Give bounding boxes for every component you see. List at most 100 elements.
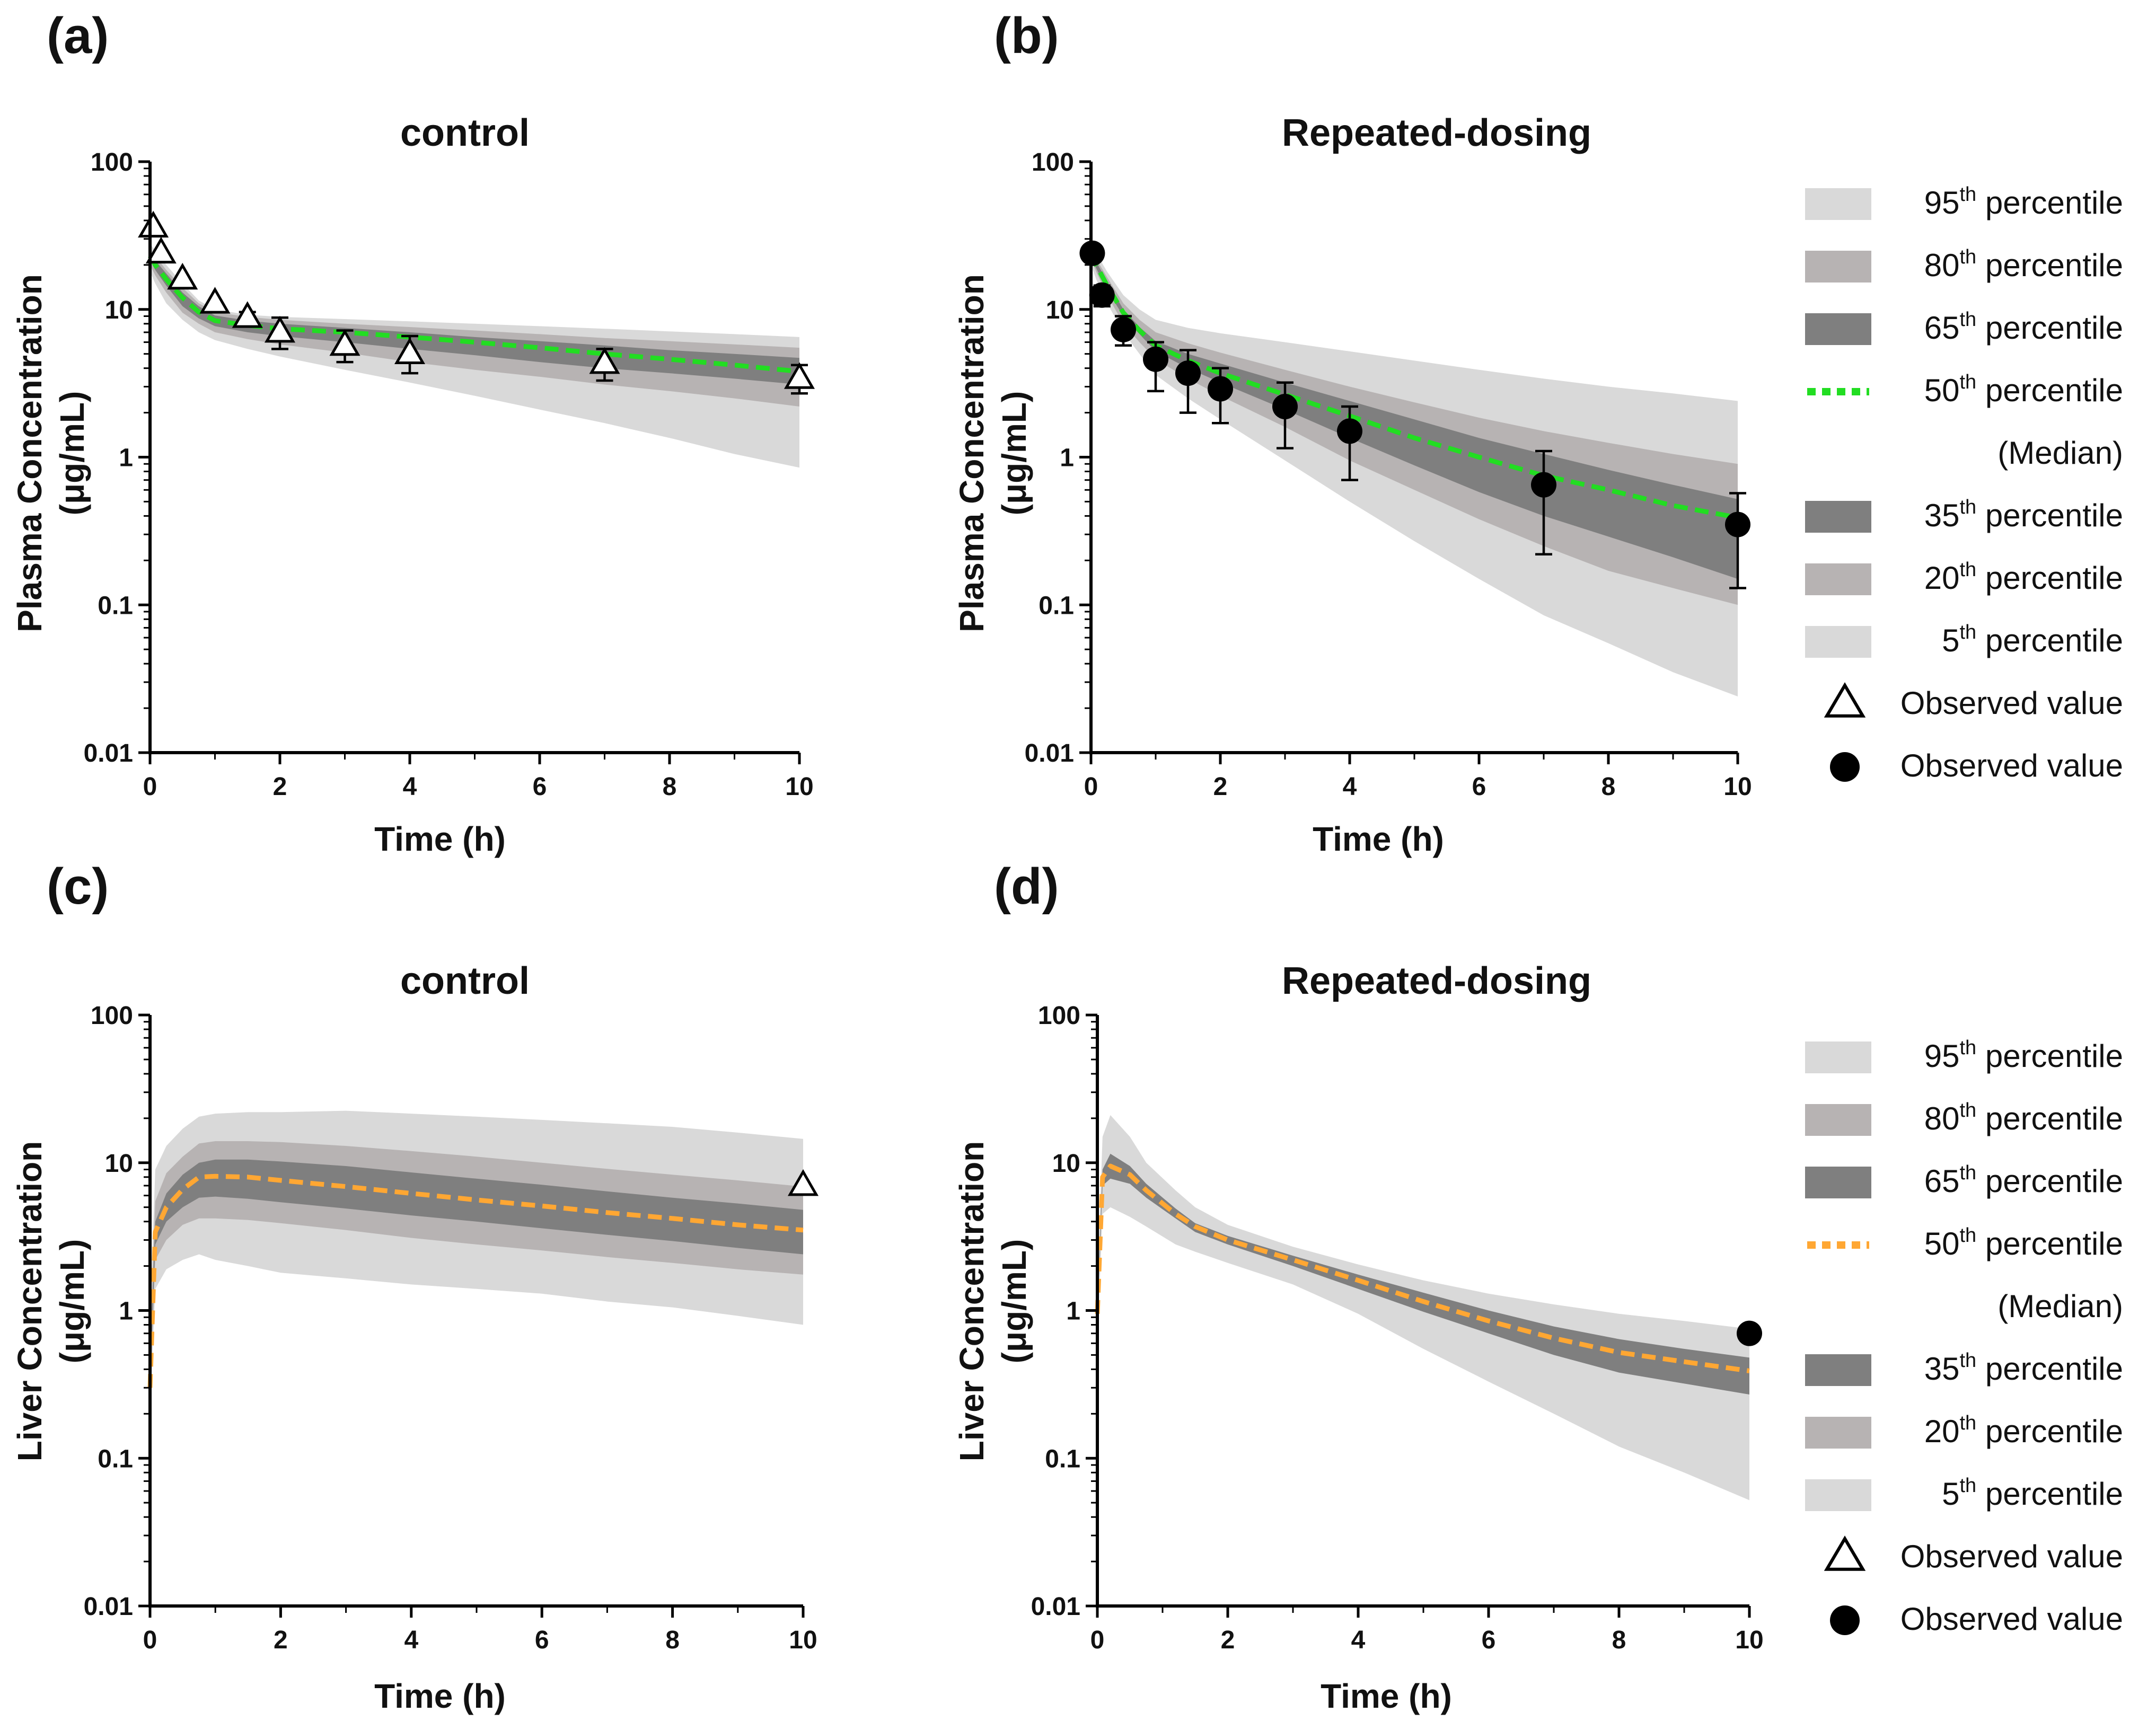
legend-item-label: 20th percentile xyxy=(1924,1412,2123,1449)
legend-text: percentile xyxy=(1976,1226,2123,1261)
legend-suffix: th xyxy=(1959,371,1976,393)
legend-percent: 35 xyxy=(1924,498,1960,533)
legend-circle-icon xyxy=(1830,1605,1860,1635)
legend-item-label: 80th percentile xyxy=(1924,246,2123,283)
y-tick-label: 1 xyxy=(1060,444,1074,472)
legend-percent: 95 xyxy=(1924,185,1960,220)
x-tick-label: 8 xyxy=(665,1626,680,1654)
x-axis-label: Time (h) xyxy=(1321,1677,1452,1715)
legend-suffix: th xyxy=(1959,1162,1976,1184)
legend-suffix: th xyxy=(1959,621,1976,643)
y-axis-unit: (μg/mL) xyxy=(995,391,1033,516)
x-axis-label: Time (h) xyxy=(374,1677,506,1715)
y-tick-label: 100 xyxy=(91,1002,133,1030)
legend-item-label: Observed value xyxy=(1900,685,2123,721)
legend-text: percentile xyxy=(1976,1038,2123,1074)
x-axis-label: Time (h) xyxy=(1313,820,1444,858)
y-tick-label: 0.1 xyxy=(1039,592,1074,620)
x-tick-label: 4 xyxy=(404,1626,418,1654)
x-tick-label: 2 xyxy=(1221,1626,1235,1654)
legend-text: percentile xyxy=(1976,185,2123,220)
legend-text: percentile xyxy=(1976,373,2123,408)
legend-item-label: (Median) xyxy=(1997,435,2123,471)
panel-label: (a) xyxy=(47,7,109,64)
legend-swatch xyxy=(1805,626,1871,658)
legend-item-label: Observed value xyxy=(1900,1601,2123,1637)
observed-point xyxy=(1531,472,1556,498)
legend-percent: 20 xyxy=(1924,560,1960,596)
legend-item-label: 50th percentile xyxy=(1924,1224,2123,1261)
observed-values xyxy=(1737,1321,1762,1346)
y-tick-label: 0.01 xyxy=(1025,739,1074,767)
legend-suffix: th xyxy=(1959,1349,1976,1372)
y-tick-label: 10 xyxy=(1052,1150,1080,1178)
legend-text: percentile xyxy=(1976,623,2123,658)
y-axis-unit: (μg/mL) xyxy=(995,1239,1033,1364)
chart-title: control xyxy=(400,112,530,154)
x-tick-label: 10 xyxy=(1723,773,1752,801)
legend-percent: 80 xyxy=(1924,1101,1960,1136)
legend-text: percentile xyxy=(1976,248,2123,283)
legend-text: percentile xyxy=(1976,310,2123,346)
y-tick-label: 0.01 xyxy=(1031,1593,1080,1621)
y-tick-label: 1 xyxy=(1066,1298,1080,1326)
y-tick-label: 0.1 xyxy=(98,1445,133,1473)
legend-swatch xyxy=(1805,1104,1871,1136)
y-tick-label: 10 xyxy=(105,296,133,324)
observed-point xyxy=(1089,283,1115,308)
y-tick-label: 0.1 xyxy=(98,592,133,620)
y-axis-unit: (μg/mL) xyxy=(53,1239,91,1364)
legend-percent: 50 xyxy=(1924,373,1960,408)
x-tick-label: 6 xyxy=(1482,1626,1496,1654)
legend-text: percentile xyxy=(1976,1476,2123,1512)
y-axis-unit: (μg/mL) xyxy=(53,391,91,516)
observed-point xyxy=(1143,347,1168,372)
observed-point xyxy=(1737,1321,1762,1346)
x-tick-label: 0 xyxy=(143,1626,157,1654)
legend-percent: 65 xyxy=(1924,1163,1960,1199)
y-tick-label: 100 xyxy=(1038,1002,1080,1030)
legend-percent: 50 xyxy=(1924,1226,1960,1261)
panel-label: (b) xyxy=(994,7,1059,64)
legend-item-label: 65th percentile xyxy=(1924,308,2123,346)
legend-text: percentile xyxy=(1976,560,2123,596)
chart-title: control xyxy=(400,960,530,1002)
legend-suffix: th xyxy=(1959,1224,1976,1247)
observed-point xyxy=(1111,317,1136,342)
x-tick-label: 8 xyxy=(1612,1626,1626,1654)
panel-label: (c) xyxy=(47,858,109,915)
x-tick-label: 10 xyxy=(789,1626,817,1654)
legend-item-label: Observed value xyxy=(1900,748,2123,783)
legend-percent: 35 xyxy=(1924,1351,1960,1387)
y-tick-label: 1 xyxy=(119,1298,133,1326)
legend-percent: 80 xyxy=(1924,248,1960,283)
legend-text: percentile xyxy=(1976,1351,2123,1387)
chart-title: Repeated-dosing xyxy=(1282,112,1591,154)
y-axis-label: Liver Concentration xyxy=(953,1141,991,1462)
x-axis-label: Time (h) xyxy=(374,820,506,858)
y-tick-label: 100 xyxy=(91,148,133,176)
y-tick-label: 100 xyxy=(1032,148,1074,176)
x-tick-label: 6 xyxy=(535,1626,549,1654)
x-tick-label: 4 xyxy=(403,773,417,801)
x-tick-label: 6 xyxy=(533,773,547,801)
legend-swatch xyxy=(1805,251,1871,283)
x-tick-label: 2 xyxy=(273,773,287,801)
legend-suffix: th xyxy=(1959,496,1976,518)
observed-point xyxy=(1208,376,1233,402)
legend-item-label: Observed value xyxy=(1900,1539,2123,1574)
legend-suffix: th xyxy=(1959,308,1976,331)
x-tick-label: 2 xyxy=(274,1626,288,1654)
y-tick-label: 1 xyxy=(119,444,133,472)
legend-text: percentile xyxy=(1976,1163,2123,1199)
legend-percent: 95 xyxy=(1924,1038,1960,1074)
observed-point xyxy=(1725,512,1750,537)
x-tick-label: 10 xyxy=(1735,1626,1763,1654)
legend-text: percentile xyxy=(1976,1414,2123,1449)
legend-text: percentile xyxy=(1976,1101,2123,1136)
y-tick-label: 0.1 xyxy=(1045,1445,1080,1473)
observed-point xyxy=(1337,418,1362,444)
figure: (a) control Plasma Concentration (μg/mL)… xyxy=(0,0,2156,1721)
legend-text: percentile xyxy=(1976,498,2123,533)
legend-swatch xyxy=(1805,313,1871,345)
